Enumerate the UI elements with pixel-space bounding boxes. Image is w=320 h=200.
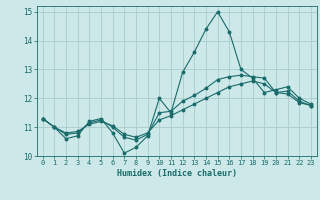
- X-axis label: Humidex (Indice chaleur): Humidex (Indice chaleur): [117, 169, 237, 178]
